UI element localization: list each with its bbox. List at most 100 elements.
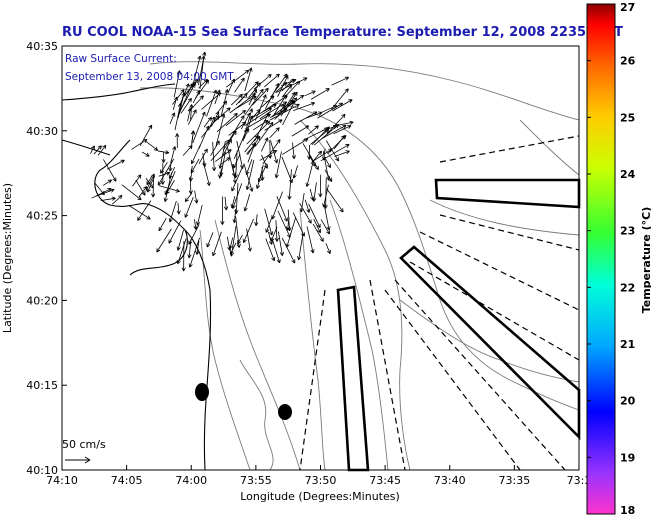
current-arrow [261,154,268,169]
current-arrow [245,160,255,190]
current-arrow [255,164,264,189]
current-arrow [208,116,216,131]
current-arrow [332,99,353,112]
current-arrow [299,202,312,224]
current-arrow [255,94,267,121]
current-arrow [158,171,171,177]
current-arrow [276,196,288,222]
current-arrow [325,158,331,168]
current-arrow [308,153,316,167]
current-arrow [264,119,283,131]
current-arrow [297,233,304,261]
current-arrow [168,200,177,223]
current-arrow [252,87,269,106]
current-arrow [243,108,254,139]
annotation-line-2: September 13, 2008 04:00 GMT [65,71,234,83]
current-arrow [198,51,207,86]
current-arrow [312,223,324,242]
current-arrow [161,151,166,163]
current-arrow [291,142,296,160]
current-arrow [233,150,238,179]
current-arrow [145,140,159,151]
current-arrow [304,90,316,97]
current-arrow [191,130,196,144]
x-axis-label: Longitude (Degrees:Minutes) [240,490,400,503]
colorbar-tick-label: 18 [620,504,635,517]
current-arrow [168,159,173,172]
colorbar-tick-label: 23 [620,225,635,238]
current-arrow [215,113,226,147]
current-arrow [265,215,273,233]
current-arrow [174,103,182,131]
current-arrow [165,180,175,195]
current-arrow [193,219,198,230]
current-arrow [100,196,116,201]
current-arrow [210,111,220,127]
current-arrow [264,208,274,236]
current-arrow [195,240,200,255]
current-arrow [242,218,254,244]
x-tick-label: 73:50 [305,474,337,487]
y-tick-label: 40:30 [26,125,58,138]
colorbar-tick-label: 21 [620,338,635,351]
current-arrow [192,55,202,87]
current-arrow [324,169,333,182]
current-arrow [184,196,194,218]
current-arrow [227,78,235,94]
colorbar-tick-label: 25 [620,111,635,124]
current-arrow [190,144,201,165]
colorbar-tick-label: 19 [620,451,635,464]
current-arrow [160,163,165,185]
current-arrow [176,202,181,215]
current-arrow [246,143,256,155]
x-tick-label: 73:40 [434,474,466,487]
current-arrow [313,218,321,234]
current-arrow [229,226,237,257]
current-arrow [320,219,330,235]
current-arrow [333,135,346,150]
annotation-line-1: Raw Surface Current: [65,53,177,65]
current-arrow [318,174,323,198]
y-tick-label: 40:10 [26,464,58,477]
current-arrow [90,145,95,154]
current-arrow [218,141,226,169]
current-arrow [277,231,284,256]
current-arrow [287,169,292,200]
current-arrow [187,239,192,259]
current-arrow [187,109,197,125]
current-arrow [234,77,245,93]
current-arrow [321,124,347,140]
current-arrow [171,89,185,105]
current-arrow [228,115,245,142]
x-tick-label: 74:05 [111,474,143,487]
current-arrow [265,83,280,109]
current-arrow [274,220,279,242]
current-arrow [284,91,296,109]
current-arrow [269,103,300,121]
current-arrow [236,140,245,169]
current-arrow [277,104,285,117]
scale-label: 50 cm/s [62,438,106,451]
current-arrow [225,69,250,88]
current-arrow [245,113,271,130]
current-arrow [180,97,192,114]
current-arrow [243,194,251,212]
current-arrow [212,107,231,124]
map-plot-area: Raw Surface Current: September 13, 2008 … [61,45,581,472]
current-arrow [156,228,172,253]
current-arrow [218,168,223,179]
y-tick-label: 40:20 [26,294,58,307]
current-arrow [269,127,280,139]
current-arrow [253,73,272,90]
colorbar-tick-label: 26 [620,55,636,68]
current-arrow [232,208,237,224]
current-arrow [181,78,199,99]
current-arrow [244,88,264,116]
current-arrow [157,150,170,155]
current-arrow [333,125,352,135]
current-arrow [132,174,142,187]
current-arrow [160,162,168,174]
current-arrow [223,196,229,211]
current-arrow [141,151,150,157]
current-arrow [158,185,180,193]
